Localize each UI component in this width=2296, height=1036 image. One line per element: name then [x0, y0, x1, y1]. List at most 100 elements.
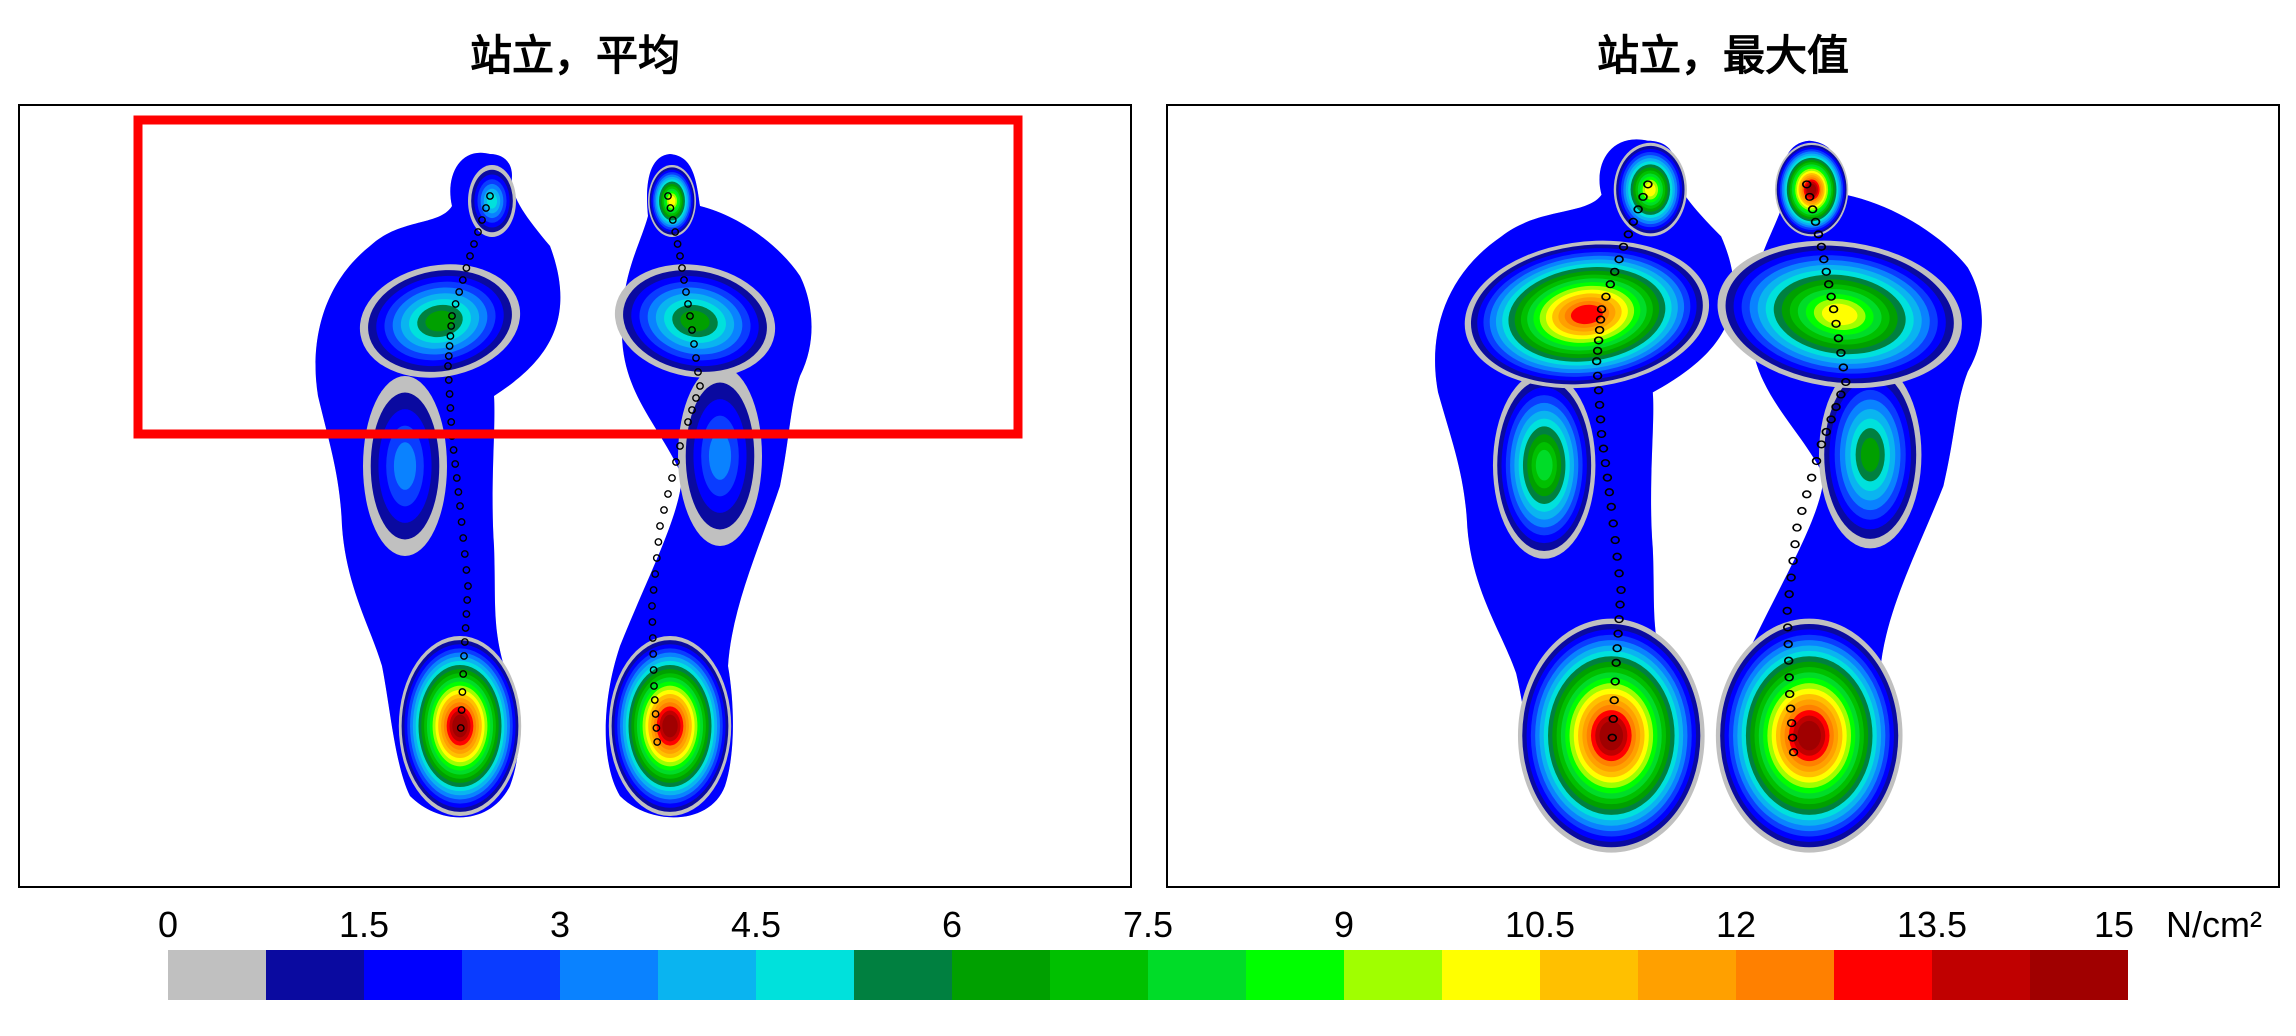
cop-trace-point: [694, 368, 702, 376]
cop-trace-point: [1836, 390, 1846, 399]
cop-trace-point: [688, 326, 696, 334]
cop-trace-point: [1821, 427, 1832, 436]
forefoot-highlight-box: [133, 115, 1023, 439]
cop-trace-point: [1828, 305, 1839, 314]
cop-trace-point: [1606, 502, 1617, 511]
colorbar-tick-label: 7.5: [1122, 904, 1174, 945]
right-foot-map: [1715, 140, 1982, 853]
cop-trace-point: [1609, 267, 1620, 276]
cop-trace-point: [1595, 315, 1606, 324]
cop-trace-point: [1831, 402, 1841, 412]
color-swatch-11: [1246, 950, 1344, 1000]
cop-trace-point: [649, 586, 658, 594]
cop-trace-point: [684, 418, 692, 426]
cop-trace-point: [1612, 644, 1622, 653]
cop-trace-point: [1596, 305, 1607, 314]
cop-trace-point: [1807, 205, 1818, 214]
colorbar-tick-label: 10.5: [1504, 904, 1576, 945]
right-panel-title: 站立，最大值: [1596, 31, 1849, 80]
cop-trace-point: [464, 582, 472, 590]
cop-trace-point: [676, 442, 684, 450]
cop-trace-point: [456, 502, 464, 510]
left-hallux-contour: [1645, 182, 1656, 197]
cop-trace-point: [1594, 325, 1605, 335]
cop-trace-point: [1797, 506, 1807, 516]
color-swatch-5: [658, 950, 756, 1000]
cop-trace-point: [664, 192, 672, 200]
cop-trace-point: [1790, 540, 1800, 549]
cop-trace-point: [1623, 230, 1634, 239]
left-pressure-map: [18, 104, 1132, 888]
color-swatch-13: [1442, 950, 1540, 1000]
cop-trace-point: [1785, 704, 1796, 713]
cop-trace-point: [678, 264, 686, 272]
cop-trace-point: [648, 618, 657, 626]
color-swatch-4: [560, 950, 658, 1000]
cop-trace-point: [1593, 386, 1604, 395]
cop-trace-point: [1838, 363, 1849, 372]
colorbar-tick-label: 15: [2093, 904, 2135, 945]
cop-trace-point: [1826, 415, 1836, 424]
cop-trace-point: [1601, 292, 1611, 301]
cop-trace-point: [448, 312, 456, 320]
left-heel-contour: [1599, 720, 1624, 751]
cop-trace-point: [1591, 357, 1602, 366]
cop-trace-point: [1605, 280, 1616, 289]
cop-trace-point: [444, 352, 453, 360]
cop-trace-point: [1786, 719, 1797, 728]
cop-trace-point: [478, 216, 486, 224]
cop-trace-point: [692, 354, 700, 362]
color-swatch-17: [1834, 950, 1932, 1000]
cop-trace-point: [649, 650, 658, 658]
cop-trace-point: [651, 570, 660, 578]
cop-trace-point: [1638, 192, 1648, 201]
cop-trace-point: [451, 460, 460, 468]
colorbar-tick-label: 6: [941, 904, 963, 945]
cop-trace-point: [1802, 490, 1812, 499]
cop-trace-point: [458, 688, 467, 696]
cop-trace-point: [1608, 714, 1619, 724]
color-swatch-3: [462, 950, 560, 1000]
cop-trace-point: [660, 506, 668, 514]
cop-trace-point: [1595, 415, 1606, 424]
left-forefoot-contour: [1570, 304, 1603, 325]
cop-trace-point: [651, 710, 660, 718]
cop-trace-point: [652, 724, 661, 732]
cop-trace-point: [456, 724, 465, 732]
color-swatch-18: [1932, 950, 2030, 1000]
color-swatch-14: [1540, 950, 1638, 1000]
cop-trace-point: [466, 252, 474, 260]
cop-trace-point: [1816, 440, 1827, 449]
color-scale-bar: [168, 950, 2128, 1000]
color-swatch-6: [756, 950, 854, 1000]
cop-trace-point: [461, 624, 470, 632]
color-swatch-15: [1638, 950, 1736, 1000]
color-swatch-9: [1050, 950, 1148, 1000]
cop-trace-point: [692, 394, 700, 402]
colorbar-tick-label: 9: [1333, 904, 1355, 945]
cop-trace-point: [1600, 459, 1611, 468]
cop-trace-point: [653, 738, 662, 746]
cop-trace-point: [680, 276, 688, 284]
cop-trace-point: [1613, 629, 1623, 638]
cop-trace-point: [1786, 573, 1796, 582]
cop-trace-point: [1784, 673, 1794, 682]
cop-trace-point: [446, 332, 455, 340]
cop-trace-point: [445, 342, 454, 350]
cop-trace-point: [1783, 656, 1794, 665]
cop-trace-point: [458, 276, 467, 284]
cop-trace-point: [1823, 280, 1834, 289]
cop-trace-point: [460, 550, 469, 558]
cop-trace-point: [686, 312, 694, 320]
cop-trace-point: [444, 376, 453, 384]
cop-trace-point: [1614, 615, 1624, 624]
cop-trace-point: [656, 522, 664, 530]
cop-trace-point: [1604, 488, 1615, 497]
cop-trace-point: [668, 216, 677, 224]
colorbar-tick-label: 4.5: [730, 904, 782, 945]
right-midfoot-contour: [708, 432, 732, 480]
cop-trace-point: [470, 240, 478, 248]
cop-trace-point: [449, 446, 458, 454]
left-heel-contour: [452, 714, 468, 738]
cop-trace-point: [1792, 523, 1802, 532]
